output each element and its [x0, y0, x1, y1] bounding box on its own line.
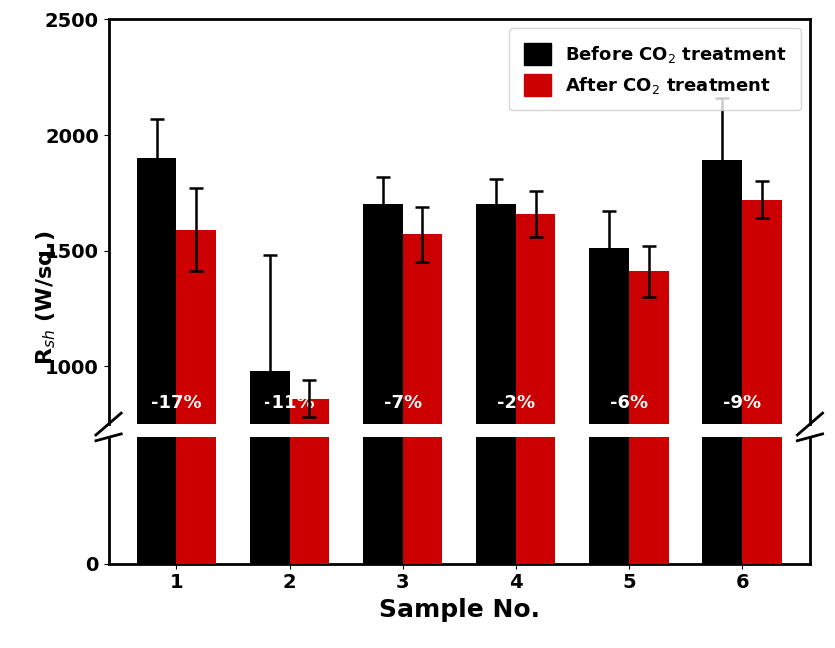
Bar: [176, 230, 216, 597]
Text: -7%: -7%: [383, 395, 422, 413]
Bar: [363, 204, 402, 597]
Bar: [516, 214, 555, 564]
Bar: [516, 214, 555, 597]
Bar: [290, 399, 329, 597]
Bar: [250, 357, 290, 564]
Bar: [590, 248, 629, 597]
Bar: [250, 371, 290, 597]
Text: R$_{sh}$ (W/sq.): R$_{sh}$ (W/sq.): [34, 231, 58, 365]
Text: -17%: -17%: [151, 395, 202, 413]
Bar: [590, 246, 629, 564]
Bar: [629, 272, 669, 597]
Bar: [476, 204, 516, 597]
Text: -6%: -6%: [610, 395, 648, 413]
Text: -11%: -11%: [264, 395, 315, 413]
Bar: [702, 165, 742, 564]
Legend: Before CO$_2$ treatment, After CO$_2$ treatment: Before CO$_2$ treatment, After CO$_2$ tr…: [509, 29, 801, 110]
Bar: [363, 205, 402, 564]
Bar: [702, 161, 742, 597]
Bar: [137, 158, 176, 597]
Bar: [742, 200, 782, 597]
Bar: [137, 163, 176, 564]
Bar: [176, 229, 216, 564]
Bar: [402, 233, 443, 564]
Bar: [290, 382, 329, 564]
Bar: [629, 266, 669, 564]
Bar: [742, 202, 782, 564]
Bar: [476, 205, 516, 564]
Text: -9%: -9%: [723, 395, 762, 413]
Text: -2%: -2%: [497, 395, 535, 413]
Bar: [402, 235, 443, 597]
X-axis label: Sample No.: Sample No.: [379, 598, 539, 622]
